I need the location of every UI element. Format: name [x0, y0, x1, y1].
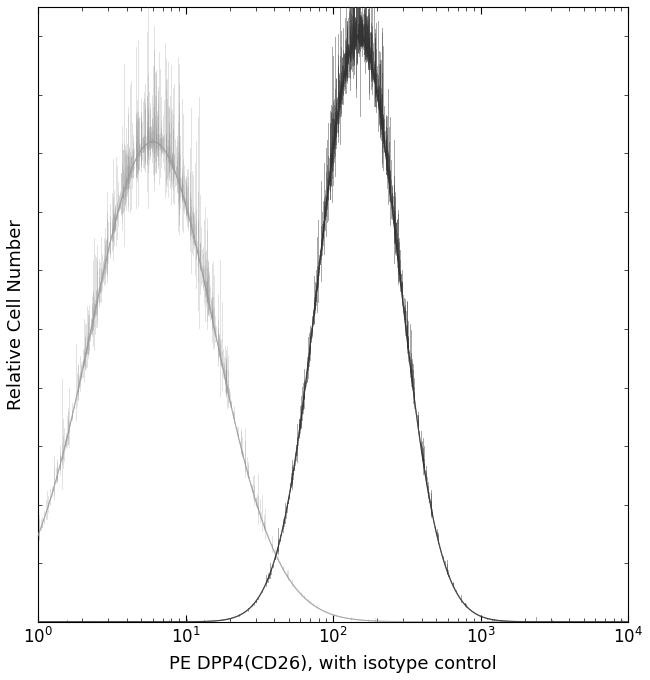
X-axis label: PE DPP4(CD26), with isotype control: PE DPP4(CD26), with isotype control	[169, 655, 497, 673]
Y-axis label: Relative Cell Number: Relative Cell Number	[7, 219, 25, 410]
